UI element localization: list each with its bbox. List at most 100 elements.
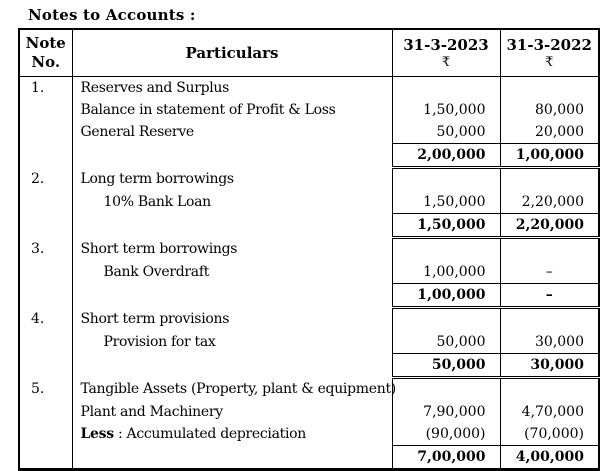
note-no-cell: 5. [18, 377, 73, 401]
table-row: Plant and Machinery 7,90,000 4,70,000 [18, 401, 600, 423]
table-row: 2. Long term borrowings [18, 167, 600, 191]
particulars-cell: 10% Bank Loan [71, 191, 393, 214]
amount-2023-cell: 7,00,000 [391, 445, 501, 470]
amount-2023-cell: 2,00,000 [391, 143, 501, 169]
table-row: Provision for tax 50,000 30,000 [18, 331, 600, 354]
note-no-cell [18, 213, 73, 238]
note-no-cell [18, 261, 73, 284]
note-no-cell [18, 191, 73, 214]
note-no-cell [18, 445, 73, 470]
particulars-cell: Less : Accumulated depreciation [71, 423, 393, 446]
note-no-cell: 4. [18, 307, 73, 331]
amount-2022-cell: 4,70,000 [499, 401, 600, 423]
note-no-cell: 2. [18, 167, 73, 191]
particulars-cell [71, 213, 393, 238]
table-row: 1. Reserves and Surplus [18, 76, 600, 99]
amount-2022-cell [499, 307, 600, 331]
amount-2022-cell [499, 237, 600, 261]
particulars-cell: Reserves and Surplus [71, 76, 393, 99]
particulars-cell [71, 283, 393, 308]
column-header-note-no: Note No. [18, 29, 73, 77]
rupee-symbol-2022: ₹ [545, 55, 554, 70]
particulars-cell: General Reserve [71, 121, 393, 144]
header-2022-label: 31-3-2022 [506, 36, 592, 54]
amount-2023-cell: 1,50,000 [391, 99, 501, 121]
amount-2023-cell [391, 307, 501, 331]
note-no-cell [18, 331, 73, 354]
amount-2023-cell [391, 377, 501, 401]
note-no-cell: 3. [18, 237, 73, 261]
note-no-cell [18, 401, 73, 423]
header-2023-label: 31-3-2023 [403, 36, 489, 54]
particulars-cell [71, 445, 393, 470]
column-header-particulars: Particulars [71, 29, 393, 77]
amount-2022-cell [499, 76, 600, 99]
amount-2023-cell: 50,000 [391, 353, 501, 379]
particulars-cell [71, 353, 393, 378]
rupee-symbol-2023: ₹ [441, 55, 451, 70]
total-row: 7,00,000 4,00,000 [18, 445, 600, 470]
table-row: 3. Short term borrowings [18, 237, 600, 261]
total-row: 50,000 30,000 [18, 353, 600, 379]
notes-to-accounts-table: Note No. Particulars 31-3-2023 ₹ 31-3-20… [18, 28, 600, 471]
amount-2022-cell: 2,20,000 [499, 191, 600, 214]
note-no-cell [18, 283, 73, 308]
amount-2022-cell: 1,00,000 [499, 143, 600, 169]
amount-2023-cell: 1,00,000 [391, 283, 501, 309]
header-note-line2: No. [31, 53, 61, 71]
total-row: 1,50,000 2,20,000 [18, 213, 600, 239]
amount-2022-cell: 20,000 [499, 121, 600, 144]
amount-2023-cell [391, 76, 501, 99]
amount-2022-cell: – [499, 283, 600, 309]
column-header-2022: 31-3-2022 ₹ [499, 29, 600, 77]
amount-2023-cell [391, 237, 501, 261]
amount-2023-cell: 1,00,000 [391, 261, 501, 284]
note-no-cell [18, 353, 73, 378]
particulars-cell: Short term provisions [71, 307, 393, 331]
total-row: 1,00,000– [18, 283, 600, 309]
header-note-line1: Note [25, 34, 66, 52]
particulars-cell: Balance in statement of Profit & Loss [71, 99, 393, 121]
table-row: 4. Short term provisions [18, 307, 600, 331]
table-row: Bank Overdraft 1,00,000– [18, 261, 600, 284]
amount-2023-cell: 50,000 [391, 121, 501, 144]
table-row: Balance in statement of Profit & Loss 1,5… [18, 99, 600, 121]
amount-2023-cell: 7,90,000 [391, 401, 501, 423]
header-particulars-label: Particulars [185, 43, 279, 62]
note-no-cell [18, 143, 73, 168]
amount-2023-cell: 1,50,000 [391, 191, 501, 214]
amount-2023-cell: (90,000) [391, 423, 501, 446]
amount-2022-cell: 80,000 [499, 99, 600, 121]
amount-2022-cell: 2,20,000 [499, 213, 600, 239]
amount-2022-cell: (70,000) [499, 423, 600, 446]
particulars-cell: Bank Overdraft [71, 261, 393, 284]
particulars-cell [71, 143, 393, 168]
amount-2022-cell: 4,00,000 [499, 445, 600, 470]
amount-2022-cell: 30,000 [499, 331, 600, 354]
note-no-cell [18, 99, 73, 121]
amount-2022-cell [499, 167, 600, 191]
amount-2022-cell: – [499, 261, 600, 284]
particulars-cell: Tangible Assets (Property, plant & equip… [71, 377, 396, 401]
table-header: Note No. Particulars 31-3-2023 ₹ 31-3-20… [18, 29, 600, 77]
amount-2022-cell: 30,000 [499, 353, 600, 379]
table-row: 10% Bank Loan 1,50,000 2,20,000 [18, 191, 600, 214]
page-title: Notes to Accounts : [28, 6, 196, 24]
total-row: 2,00,000 1,00,000 [18, 143, 600, 169]
particulars-cell: Short term borrowings [71, 237, 393, 261]
amount-2023-cell: 50,000 [391, 331, 501, 354]
amount-2023-cell: 1,50,000 [391, 213, 501, 239]
header-row: Note No. Particulars 31-3-2023 ₹ 31-3-20… [18, 29, 600, 77]
particulars-cell: Long term borrowings [71, 167, 393, 191]
particulars-cell: Provision for tax [71, 331, 393, 354]
table-row: Less : Accumulated depreciation (90,000)(… [18, 423, 600, 446]
note-no-cell [18, 121, 73, 144]
particulars-cell: Plant and Machinery [71, 401, 393, 423]
particulars-bold-prefix: Less [80, 426, 115, 443]
table-row: General Reserve 50,000 20,000 [18, 121, 600, 144]
amount-2022-cell [499, 377, 600, 401]
column-header-2023: 31-3-2023 ₹ [391, 29, 501, 77]
note-no-cell [18, 423, 73, 446]
table-row: 5. Tangible Assets (Property, plant & equ… [18, 377, 600, 401]
note-no-cell: 1. [18, 76, 73, 99]
